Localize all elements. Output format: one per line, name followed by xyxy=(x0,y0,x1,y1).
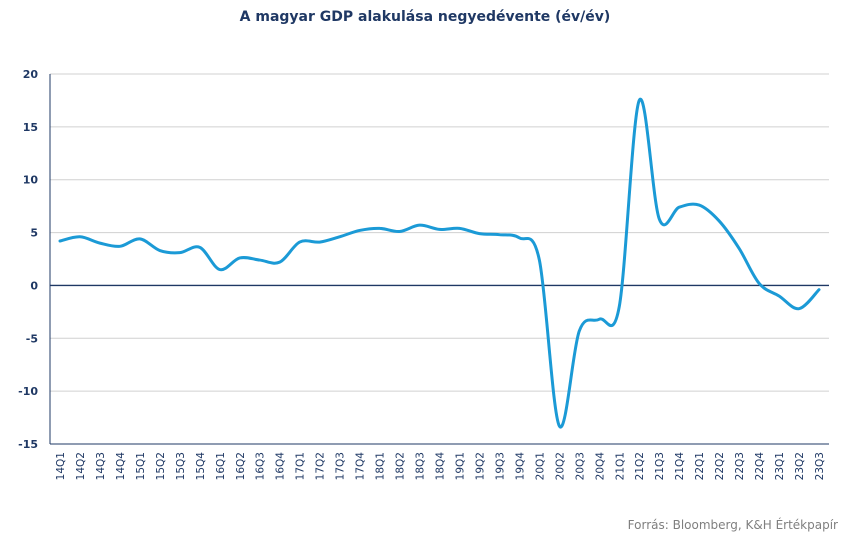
x-tick-label: 16Q4 xyxy=(275,452,287,481)
x-tick-label: 17Q2 xyxy=(315,452,327,480)
y-tick-label: 0 xyxy=(30,279,38,292)
x-tick-label: 18Q2 xyxy=(395,452,407,480)
x-tick-label: 23Q3 xyxy=(814,452,826,480)
y-tick-label: -15 xyxy=(18,438,38,451)
x-tick-label: 15Q2 xyxy=(155,452,167,480)
x-tick-label: 23Q2 xyxy=(794,452,806,480)
chart-title: A magyar GDP alakulása negyedévente (év/… xyxy=(239,9,611,25)
y-tick-labels: 20 15 10 5 0 -5 -10 -15 xyxy=(18,68,38,451)
x-tick-label: 15Q4 xyxy=(195,452,207,481)
x-tick-label: 14Q4 xyxy=(115,452,127,481)
x-tick-labels: 14Q1 14Q2 14Q3 14Q4 15Q1 15Q2 15Q3 15Q4 16Q1 16Q2… xyxy=(55,452,826,481)
y-tick-label: -10 xyxy=(18,385,38,398)
gridlines xyxy=(50,73,829,392)
x-tick-label: 22Q4 xyxy=(754,452,766,481)
x-tick-label: 19Q1 xyxy=(454,452,466,480)
x-tick-label: 20Q2 xyxy=(554,452,566,480)
x-tick-label: 17Q3 xyxy=(335,452,347,480)
x-tick-label: 16Q1 xyxy=(215,452,227,480)
x-tick-label: 22Q3 xyxy=(734,452,746,480)
x-tick-label: 21Q4 xyxy=(674,452,686,481)
x-tick-label: 22Q2 xyxy=(714,452,726,480)
source-note: Forrás: Bloomberg, K&H Értékpapír xyxy=(627,518,838,532)
x-tick-label: 21Q1 xyxy=(614,452,626,480)
y-tick-label: 10 xyxy=(23,174,39,187)
x-tick-label: 17Q4 xyxy=(355,452,367,481)
x-tick-label: 16Q2 xyxy=(235,452,247,480)
x-tick-label: 14Q1 xyxy=(55,452,67,480)
x-tick-label: 14Q3 xyxy=(95,452,107,480)
x-tick-label: 21Q3 xyxy=(654,452,666,480)
x-tick-label: 15Q1 xyxy=(135,452,147,480)
x-tick-label: 19Q4 xyxy=(514,452,526,481)
x-tick-label: 23Q1 xyxy=(774,452,786,480)
x-tick-label: 19Q3 xyxy=(494,452,506,480)
x-tick-label: 18Q3 xyxy=(415,452,427,480)
x-tick-label: 17Q1 xyxy=(295,452,307,480)
x-tick-label: 20Q3 xyxy=(574,452,586,480)
y-tick-label: 15 xyxy=(23,121,38,134)
x-tick-label: 20Q4 xyxy=(594,452,606,481)
x-tick-label: 19Q2 xyxy=(474,452,486,480)
y-tick-label: 20 xyxy=(23,68,39,81)
x-tick-label: 18Q4 xyxy=(435,452,447,481)
x-tick-label: 20Q1 xyxy=(534,452,546,480)
x-tick-label: 22Q1 xyxy=(694,452,706,480)
x-tick-label: 18Q1 xyxy=(375,452,387,480)
y-tick-label: 5 xyxy=(30,227,38,240)
gdp-series-line xyxy=(58,97,821,429)
y-tick-label: -5 xyxy=(26,332,38,345)
x-tick-label: 15Q3 xyxy=(175,452,187,480)
x-tick-label: 16Q3 xyxy=(255,452,267,480)
x-tick-label: 21Q2 xyxy=(634,452,646,480)
x-tick-label: 14Q2 xyxy=(75,452,87,480)
